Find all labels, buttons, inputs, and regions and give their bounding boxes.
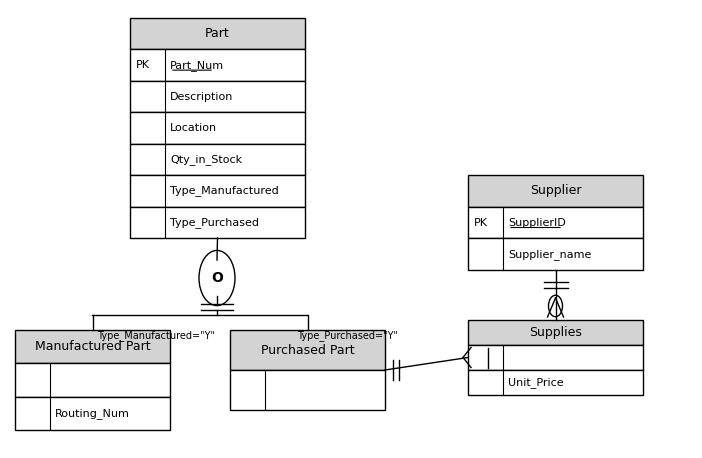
- Text: Unit_Price: Unit_Price: [508, 377, 564, 388]
- Text: Purchased Part: Purchased Part: [260, 344, 355, 356]
- Bar: [130, 144, 305, 175]
- Text: Type_Manufactured: Type_Manufactured: [170, 185, 279, 196]
- Text: Manufactured Part: Manufactured Part: [34, 340, 150, 353]
- Bar: [130, 49, 305, 81]
- Text: PK: PK: [136, 60, 150, 70]
- Bar: [130, 81, 305, 112]
- Text: Type_Manufactured="Y": Type_Manufactured="Y": [97, 330, 215, 341]
- Text: SupplierID: SupplierID: [508, 218, 566, 228]
- Text: O: O: [211, 271, 223, 285]
- Text: Type_Purchased="Y": Type_Purchased="Y": [298, 330, 399, 341]
- Bar: [15, 330, 170, 363]
- Text: Description: Description: [170, 92, 233, 102]
- Bar: [15, 397, 170, 430]
- Text: Location: Location: [170, 123, 217, 133]
- Bar: [468, 320, 643, 345]
- Text: Part: Part: [205, 27, 230, 40]
- Text: Supplier: Supplier: [530, 184, 581, 197]
- Bar: [468, 345, 643, 370]
- Bar: [230, 370, 385, 410]
- Text: Part_Num: Part_Num: [170, 60, 224, 71]
- Bar: [468, 175, 643, 207]
- Bar: [230, 330, 385, 370]
- Text: Qty_in_Stock: Qty_in_Stock: [170, 154, 242, 165]
- Bar: [468, 370, 643, 395]
- Bar: [15, 363, 170, 397]
- Text: Supplies: Supplies: [529, 326, 582, 339]
- Bar: [130, 207, 305, 238]
- Bar: [130, 112, 305, 144]
- Text: Routing_Num: Routing_Num: [55, 408, 130, 419]
- Text: Supplier_name: Supplier_name: [508, 249, 591, 260]
- Bar: [130, 18, 305, 49]
- Text: PK: PK: [474, 218, 488, 228]
- Bar: [130, 175, 305, 207]
- Bar: [468, 207, 643, 238]
- Text: Type_Purchased: Type_Purchased: [170, 217, 259, 228]
- Bar: [468, 238, 643, 270]
